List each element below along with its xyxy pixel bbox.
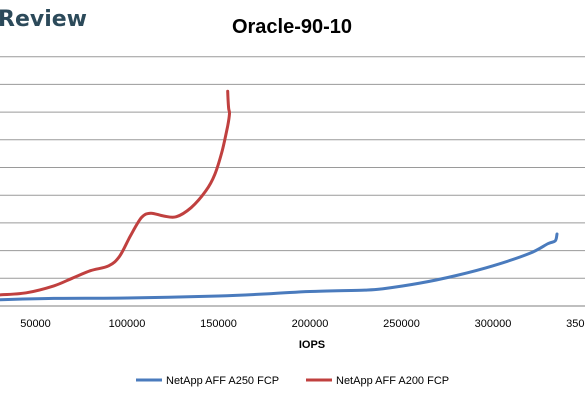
chart-title: Oracle-90-10 xyxy=(232,16,352,38)
series-line-1 xyxy=(0,232,559,302)
x-tick-label: 100000 xyxy=(109,318,146,330)
x-tick-label: 200000 xyxy=(292,318,329,330)
x-tick-label: 300000 xyxy=(475,318,512,330)
legend: NetApp AFF A250 FCP NetApp AFF A200 FCP xyxy=(136,375,449,387)
x-tick-label: 350000 xyxy=(566,318,585,330)
series-layer xyxy=(0,89,559,302)
legend-label-1: NetApp AFF A250 FCP xyxy=(166,375,279,387)
legend-label-2: NetApp AFF A200 FCP xyxy=(336,375,449,387)
x-axis-ticks: 50000 100000 150000 200000 250000 300000 35000… xyxy=(20,318,585,330)
x-tick-label: 50000 xyxy=(20,318,51,330)
gridlines xyxy=(0,56,585,307)
x-tick-label: 250000 xyxy=(383,318,420,330)
x-axis-label: IOPS xyxy=(299,339,325,351)
x-tick-label: 150000 xyxy=(200,318,237,330)
series-line-2 xyxy=(0,89,232,297)
brand-text: Review xyxy=(0,7,87,32)
